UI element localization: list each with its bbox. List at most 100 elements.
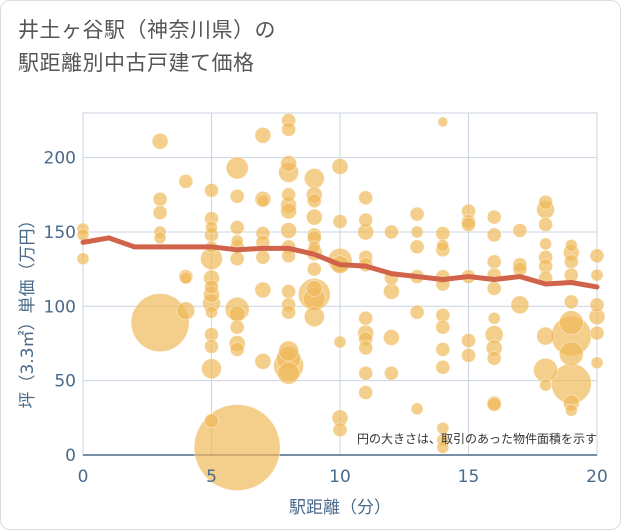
data-bubble [229,251,245,267]
data-bubble [228,305,246,323]
data-bubble [487,311,501,325]
data-bubble [486,281,502,296]
data-bubble [486,397,502,412]
data-bubble [383,365,399,381]
data-bubble [280,155,298,172]
data-bubble [76,252,90,266]
data-bubble [410,402,424,416]
data-bubble [590,268,604,282]
data-bubble [201,358,222,380]
data-bubble [558,341,584,367]
data-bubble [229,220,245,235]
data-bubble [281,187,297,203]
data-bubble [305,280,323,297]
data-bubble [205,305,218,319]
data-bubble [435,226,451,241]
data-bubble [538,217,553,232]
data-bubble [358,385,374,400]
data-bubble [281,304,297,320]
trend-line [80,235,600,290]
y-tick-label: 100 [44,297,76,317]
data-bubble [306,193,322,209]
data-bubble [179,271,193,285]
data-bubble [204,279,219,295]
data-bubble [461,217,476,232]
x-tick-label: 5 [206,467,217,487]
data-bubble [254,126,272,144]
data-bubble [410,225,424,239]
data-bubble [358,310,374,326]
data-bubble [333,335,347,349]
data-bubble [176,301,196,321]
data-bubble [254,281,272,299]
y-tick-label: 0 [65,446,76,466]
data-bubble [461,347,476,363]
data-bubble [152,205,168,221]
data-bubble [538,194,553,210]
data-bubble [229,342,245,357]
size-note: 円の大きさは、取引のあった物件面積を示す [357,431,597,446]
data-bubble [382,283,400,300]
data-bubble [205,221,218,234]
data-bubble [358,190,374,206]
data-bubble [152,191,168,207]
data-bubble [151,132,169,150]
data-bubble [332,422,348,438]
y-tick-label: 50 [54,372,76,392]
data-bubble [130,293,190,353]
data-bubble [563,254,579,270]
data-bubble [204,339,219,354]
data-bubble [486,350,502,366]
data-bubble [563,294,579,310]
data-bubble [305,208,323,226]
data-bubble [280,202,298,220]
data-bubble [486,227,502,243]
x-tick-label: 20 [586,467,608,487]
data-bubble [256,194,270,208]
data-bubble [409,304,425,320]
data-bubble [358,212,374,228]
data-bubble [539,378,552,392]
data-bubble [589,325,605,341]
data-bubble [280,222,298,239]
chart-title-line-2: 駅距離別中古戸建て価格 [18,51,255,75]
data-bubble [409,206,425,222]
data-bubble [536,326,555,346]
data-bubble [204,413,219,429]
x-tick-label: 10 [329,467,351,487]
data-bubble [558,310,584,336]
data-bubble [303,168,325,189]
x-tick-label: 0 [78,467,89,487]
data-bubble [435,359,451,375]
trend-layer [80,235,600,290]
data-bubble [306,261,322,277]
data-bubble [409,239,425,255]
chart-title-line-1: 井土ヶ谷駅（神奈川県）の [18,18,276,42]
data-bubble [358,340,374,356]
x-tick-label: 15 [458,467,480,487]
data-bubble [533,357,558,383]
x-axis-label: 駅距離（分） [289,498,391,518]
data-bubble [589,297,605,313]
data-bubble [332,214,348,229]
data-bubble [358,365,374,381]
data-bubble [278,340,300,362]
data-bubble [436,238,450,252]
data-bubble [564,403,578,417]
data-bubble [461,333,476,348]
data-bubble [435,342,451,357]
data-bubble [225,156,249,180]
data-bubble [254,352,272,370]
data-bubble [331,158,349,175]
data-bubble [281,284,297,299]
data-bubble [589,248,605,264]
data-bubble [512,223,528,238]
data-bubble [178,173,194,189]
data-bubble [486,254,502,270]
data-bubble [281,121,297,137]
data-bubble [539,237,552,251]
data-bubble [204,182,219,198]
y-tick-label: 150 [44,223,76,243]
data-bubble [563,267,579,283]
